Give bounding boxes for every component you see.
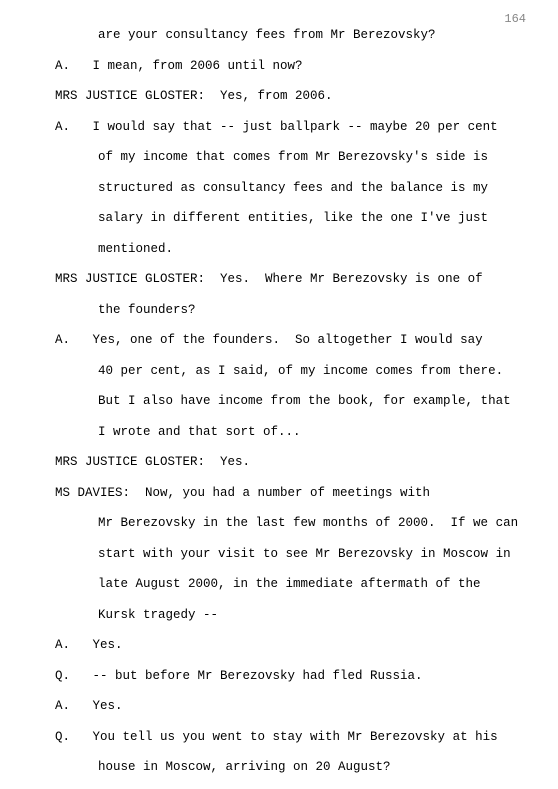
transcript-line: start with your visit to see Mr Berezovs…	[55, 547, 508, 562]
page-number: 164	[504, 12, 526, 26]
transcript-line: of my income that comes from Mr Berezovs…	[55, 150, 508, 165]
transcript-line: Mr Berezovsky in the last few months of …	[55, 516, 508, 531]
transcript-line: late August 2000, in the immediate after…	[55, 577, 508, 592]
transcript-line: structured as consultancy fees and the b…	[55, 181, 508, 196]
transcript-line: 40 per cent, as I said, of my income com…	[55, 364, 508, 379]
transcript-line: MRS JUSTICE GLOSTER: Yes. Where Mr Berez…	[55, 272, 508, 287]
transcript-page: 164 are your consultancy fees from Mr Be…	[0, 0, 558, 789]
transcript-line: house in Moscow, arriving on 20 August?	[55, 760, 508, 775]
transcript-line: I wrote and that sort of...	[55, 425, 508, 440]
transcript-line: salary in different entities, like the o…	[55, 211, 508, 226]
transcript-line: MRS JUSTICE GLOSTER: Yes.	[55, 455, 508, 470]
transcript-line: A. I mean, from 2006 until now?	[55, 59, 508, 74]
transcript-line: Q. -- but before Mr Berezovsky had fled …	[55, 669, 508, 684]
transcript-line: A. Yes.	[55, 638, 508, 653]
transcript-line: MRS JUSTICE GLOSTER: Yes, from 2006.	[55, 89, 508, 104]
transcript-line: A. I would say that -- just ballpark -- …	[55, 120, 508, 135]
transcript-body: are your consultancy fees from Mr Berezo…	[55, 28, 508, 775]
transcript-line: MS DAVIES: Now, you had a number of meet…	[55, 486, 508, 501]
transcript-line: are your consultancy fees from Mr Berezo…	[55, 28, 508, 43]
transcript-line: the founders?	[55, 303, 508, 318]
transcript-line: mentioned.	[55, 242, 508, 257]
transcript-line: Kursk tragedy --	[55, 608, 508, 623]
transcript-line: But I also have income from the book, fo…	[55, 394, 508, 409]
transcript-line: Q. You tell us you went to stay with Mr …	[55, 730, 508, 745]
transcript-line: A. Yes, one of the founders. So altogeth…	[55, 333, 508, 348]
transcript-line: A. Yes.	[55, 699, 508, 714]
